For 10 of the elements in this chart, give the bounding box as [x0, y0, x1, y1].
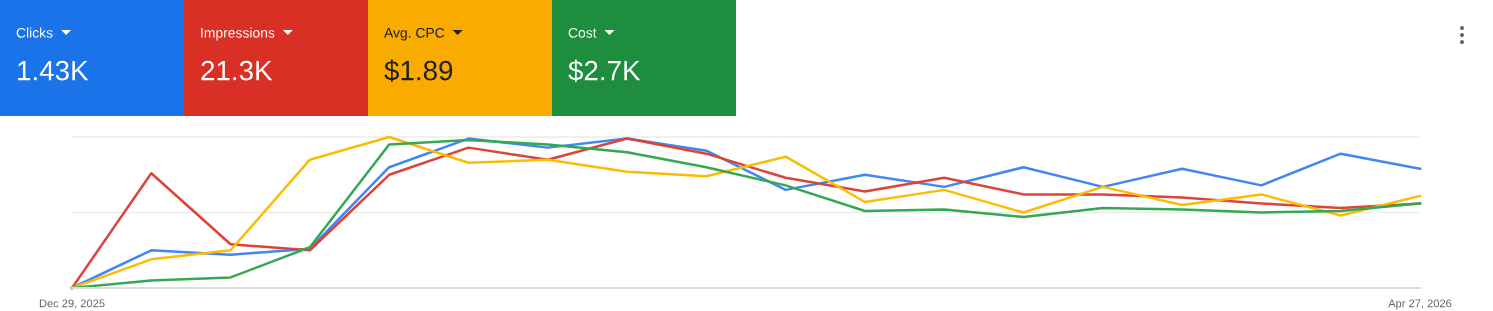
- x-tick-label: Apr 27, 2026: [1388, 299, 1452, 310]
- x-tick-label: Dec 29, 2025: [39, 299, 105, 309]
- category-label: Cost: [568, 27, 597, 38]
- category-label: Impressions: [201, 27, 275, 41]
- text: $2.7K: [568, 59, 641, 83]
- text: 21.3K: [201, 60, 273, 81]
- category-label: Clicks: [16, 27, 53, 38]
- text: 1.43K: [18, 60, 89, 81]
- text: $1.89: [384, 59, 453, 83]
- category-label: Avg. CPC: [384, 27, 445, 41]
